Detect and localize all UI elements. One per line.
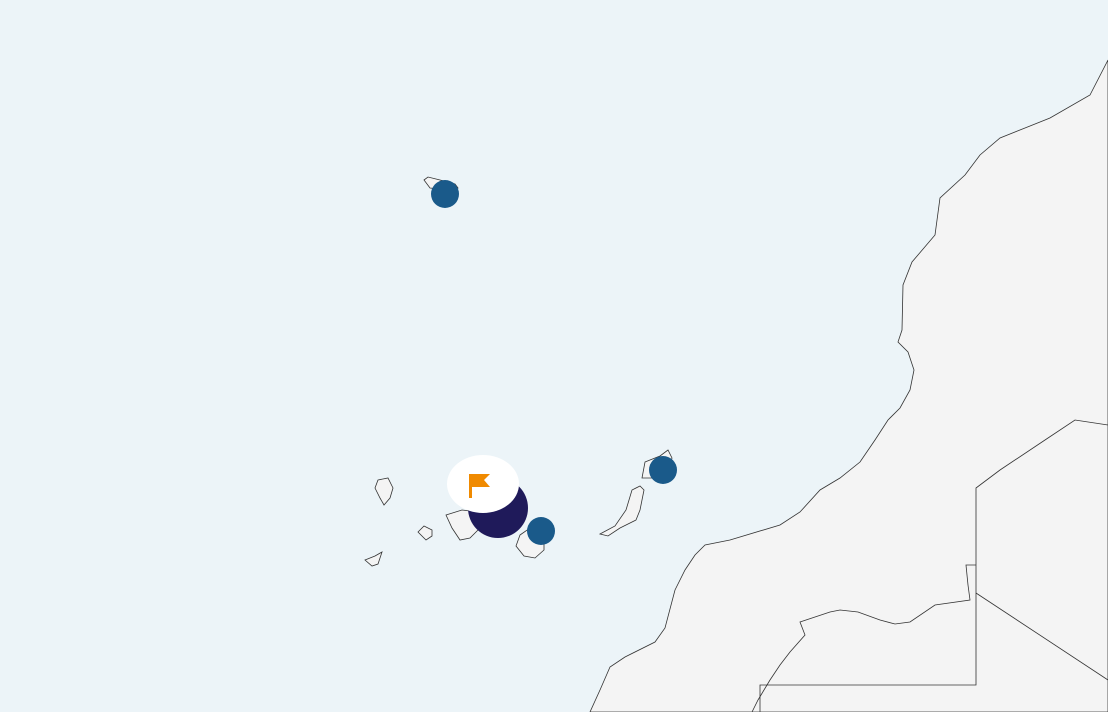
island bbox=[374, 477, 394, 506]
flag bbox=[472, 474, 490, 487]
flag-pole bbox=[469, 474, 472, 498]
island bbox=[417, 525, 433, 541]
border bbox=[975, 592, 1108, 681]
marker[interactable] bbox=[649, 456, 677, 484]
marker[interactable] bbox=[527, 517, 555, 545]
border bbox=[759, 419, 1108, 712]
island bbox=[598, 485, 645, 537]
island bbox=[364, 551, 383, 567]
mainland bbox=[589, 59, 1108, 712]
marker[interactable] bbox=[431, 180, 459, 208]
border bbox=[751, 564, 976, 712]
